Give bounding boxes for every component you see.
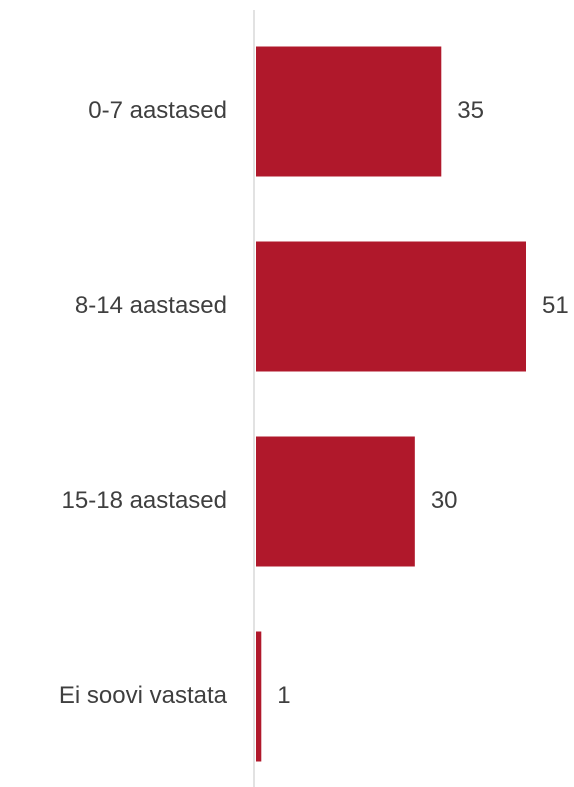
bars-group	[256, 46, 526, 762]
data-label: 51	[542, 292, 569, 319]
data-label: 1	[277, 682, 290, 709]
bar-15-18-aastased	[256, 436, 415, 567]
data-label: 35	[457, 97, 484, 124]
category-labels-group: 0-7 aastased 8-14 aastased 15-18 aastased E…	[59, 97, 228, 709]
category-label: 8-14 aastased	[75, 292, 227, 319]
category-label: Ei soovi vastata	[59, 682, 228, 709]
bar-0-7-aastased	[256, 46, 442, 177]
data-labels-group: 35 51 30 1	[277, 97, 568, 709]
bar-ei-soovi-vastata	[256, 631, 262, 762]
bar-8-14-aastased	[256, 241, 526, 372]
category-label: 15-18 aastased	[62, 487, 227, 514]
category-label: 0-7 aastased	[88, 97, 227, 124]
data-label: 30	[431, 487, 458, 514]
